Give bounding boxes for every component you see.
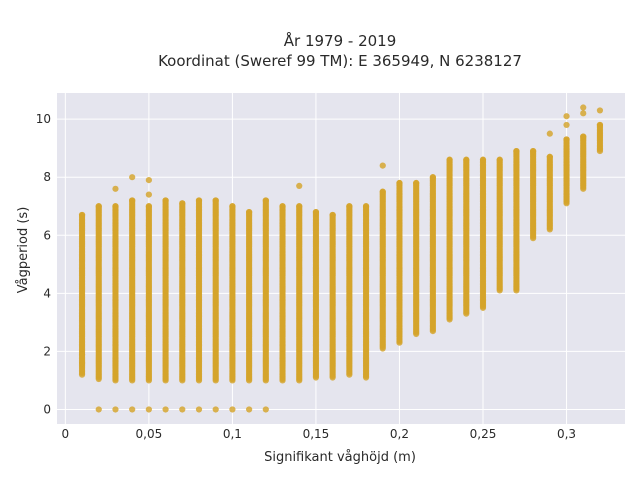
- data-point: [195, 406, 203, 413]
- x-tick-label: 0,05: [136, 427, 163, 441]
- data-point: [296, 203, 303, 210]
- data-point: [362, 203, 370, 210]
- data-point: [145, 191, 152, 198]
- data-point: [580, 133, 587, 140]
- data-point: [129, 406, 136, 413]
- data-point: [246, 208, 253, 216]
- chart-title-line-2: Koordinat (Sweref 99 TM): E 365949, N 62…: [158, 52, 522, 70]
- data-point: [145, 203, 152, 210]
- data-point: [296, 182, 303, 190]
- y-tick-label: 10: [36, 112, 51, 126]
- data-point: [262, 406, 269, 413]
- data-point: [195, 197, 203, 204]
- data-point: [546, 130, 553, 137]
- y-tick-label: 2: [43, 344, 51, 358]
- y-tick-label: 4: [43, 286, 51, 300]
- tick-labels: 0 0,05 0,1 0,15 0,2 0,25 0,3 0 2 4 6 8 10: [36, 112, 576, 441]
- data-point: [78, 211, 86, 219]
- y-tick-label: 0: [43, 402, 51, 416]
- data-point: [246, 406, 253, 413]
- x-axis-title: Signifikant våghöjd (m): [264, 450, 416, 465]
- data-point: [229, 406, 236, 413]
- data-point: [329, 211, 336, 219]
- data-point: [279, 203, 286, 210]
- data-point: [379, 188, 386, 195]
- data-point: [112, 406, 119, 413]
- data-point: [563, 113, 570, 120]
- x-tick-label: 0,3: [557, 427, 576, 441]
- data-point: [396, 179, 403, 187]
- data-point: [312, 208, 320, 216]
- data-point: [145, 177, 152, 184]
- data-point: [596, 107, 604, 114]
- data-point: [162, 197, 169, 204]
- data-point: [129, 174, 136, 181]
- data-point: [513, 147, 520, 155]
- plot-area: [57, 93, 625, 424]
- data-point: [379, 162, 386, 169]
- data-point: [446, 156, 453, 163]
- data-point: [78, 359, 86, 367]
- data-point: [179, 200, 186, 207]
- data-point: [563, 121, 570, 129]
- chart-title-line-1: År 1979 - 2019: [284, 31, 397, 50]
- y-tick-label: 6: [43, 228, 51, 242]
- scatter-points: [78, 104, 604, 413]
- data-point: [262, 197, 269, 204]
- data-point: [162, 406, 169, 413]
- data-point: [112, 185, 119, 192]
- data-point: [212, 197, 219, 204]
- data-point: [346, 203, 353, 210]
- data-point: [580, 110, 587, 117]
- data-point: [530, 147, 537, 155]
- data-point: [129, 197, 136, 204]
- x-tick-label: 0,15: [303, 427, 330, 441]
- x-tick-label: 0,1: [223, 427, 242, 441]
- data-point: [413, 179, 420, 187]
- x-tick-label: 0: [62, 427, 70, 441]
- data-point: [95, 203, 102, 210]
- x-tick-label: 0,2: [390, 427, 409, 441]
- data-point: [212, 406, 219, 413]
- data-point: [78, 351, 86, 358]
- y-tick-label: 8: [43, 170, 51, 184]
- data-point: [496, 156, 503, 163]
- data-point: [179, 406, 186, 413]
- x-tick-label: 0,25: [470, 427, 497, 441]
- data-point: [563, 136, 570, 143]
- data-point: [112, 203, 119, 210]
- data-point: [479, 156, 487, 163]
- data-point: [229, 203, 236, 210]
- data-point: [429, 174, 436, 181]
- data-point: [596, 121, 604, 129]
- data-point: [546, 153, 553, 160]
- data-point: [95, 406, 102, 413]
- data-point: [145, 406, 152, 413]
- data-point: [580, 104, 587, 111]
- data-point: [463, 156, 470, 163]
- y-axis-title: Vågperiod (s): [16, 207, 31, 294]
